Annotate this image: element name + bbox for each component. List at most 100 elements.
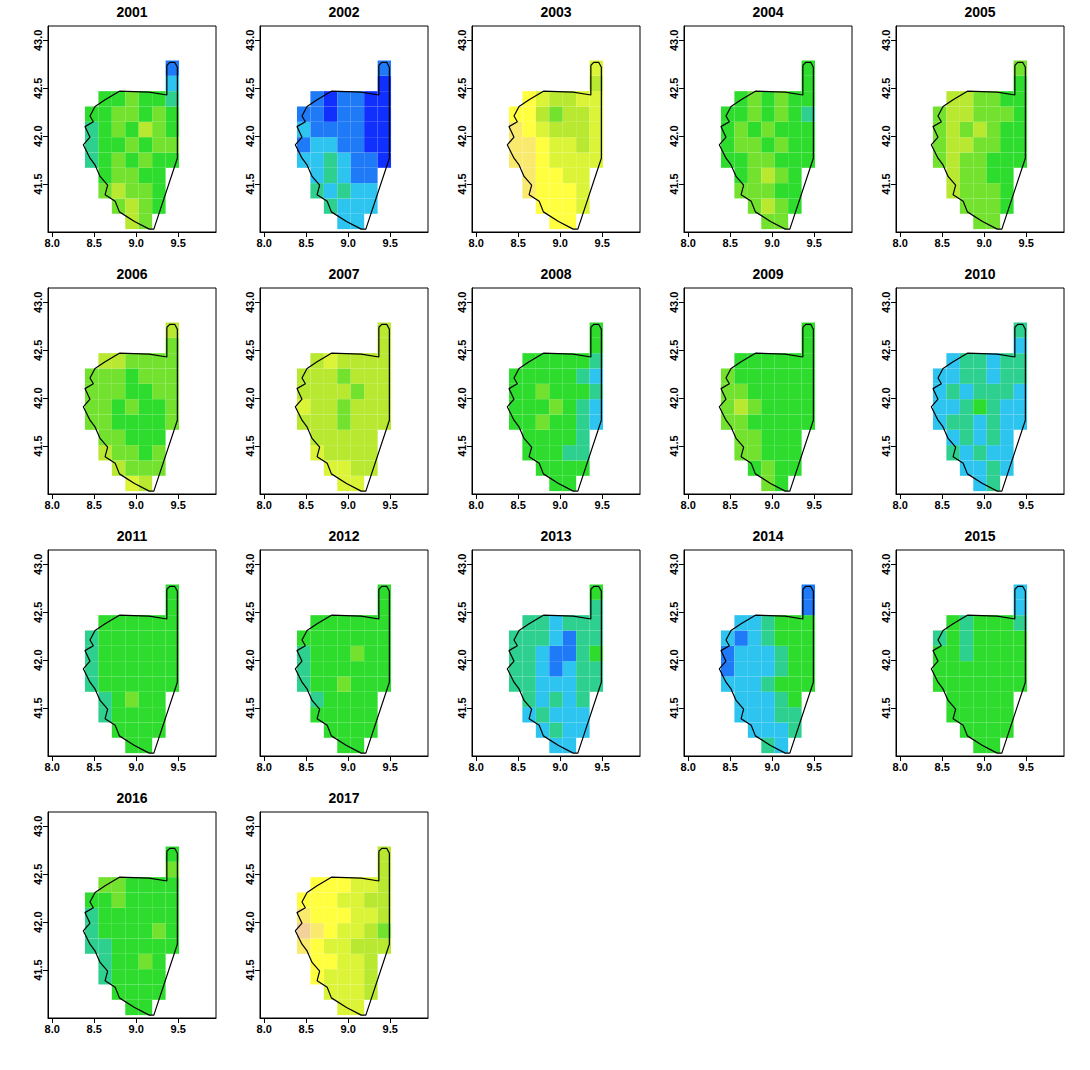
svg-text:2004: 2004 <box>752 4 783 20</box>
svg-text:9.0: 9.0 <box>129 237 144 249</box>
svg-text:8.0: 8.0 <box>257 237 272 249</box>
svg-text:2017: 2017 <box>328 790 359 806</box>
svg-text:8.0: 8.0 <box>681 499 696 511</box>
svg-text:41.5: 41.5 <box>32 435 44 456</box>
svg-text:8.0: 8.0 <box>257 499 272 511</box>
svg-text:8.0: 8.0 <box>893 499 908 511</box>
svg-text:9.0: 9.0 <box>977 499 992 511</box>
svg-text:41.5: 41.5 <box>880 697 892 718</box>
svg-text:8.5: 8.5 <box>87 237 102 249</box>
svg-text:41.5: 41.5 <box>456 435 468 456</box>
svg-text:41.5: 41.5 <box>32 959 44 980</box>
svg-text:43.0: 43.0 <box>668 30 680 51</box>
svg-text:8.5: 8.5 <box>87 1023 102 1035</box>
svg-text:43.0: 43.0 <box>32 30 44 51</box>
svg-text:9.0: 9.0 <box>129 1023 144 1035</box>
svg-text:9.5: 9.5 <box>595 237 610 249</box>
svg-text:42.5: 42.5 <box>32 864 44 885</box>
svg-text:42.5: 42.5 <box>244 340 256 361</box>
svg-text:9.0: 9.0 <box>977 237 992 249</box>
svg-text:42.0: 42.0 <box>668 387 680 408</box>
svg-text:43.0: 43.0 <box>456 30 468 51</box>
svg-text:42.5: 42.5 <box>456 340 468 361</box>
svg-text:9.5: 9.5 <box>1019 499 1034 511</box>
svg-text:2014: 2014 <box>752 528 783 544</box>
svg-text:9.5: 9.5 <box>383 499 398 511</box>
svg-text:41.5: 41.5 <box>32 697 44 718</box>
svg-text:9.0: 9.0 <box>341 237 356 249</box>
svg-text:42.5: 42.5 <box>880 602 892 623</box>
svg-text:2007: 2007 <box>328 266 359 282</box>
svg-text:42.0: 42.0 <box>32 387 44 408</box>
svg-text:2002: 2002 <box>328 4 359 20</box>
svg-text:41.5: 41.5 <box>668 435 680 456</box>
svg-text:42.5: 42.5 <box>668 78 680 99</box>
svg-text:42.5: 42.5 <box>32 78 44 99</box>
svg-text:42.0: 42.0 <box>668 125 680 146</box>
svg-text:9.5: 9.5 <box>807 761 822 773</box>
svg-text:8.5: 8.5 <box>511 237 526 249</box>
svg-text:43.0: 43.0 <box>668 554 680 575</box>
svg-text:42.5: 42.5 <box>880 78 892 99</box>
svg-text:8.5: 8.5 <box>299 499 314 511</box>
svg-text:41.5: 41.5 <box>880 435 892 456</box>
svg-text:8.0: 8.0 <box>45 1023 60 1035</box>
svg-text:9.5: 9.5 <box>595 499 610 511</box>
svg-text:8.0: 8.0 <box>45 237 60 249</box>
svg-text:9.5: 9.5 <box>807 237 822 249</box>
svg-text:42.5: 42.5 <box>668 340 680 361</box>
svg-text:8.5: 8.5 <box>935 499 950 511</box>
svg-text:8.0: 8.0 <box>257 761 272 773</box>
svg-text:8.5: 8.5 <box>299 237 314 249</box>
svg-text:42.5: 42.5 <box>32 340 44 361</box>
svg-text:41.5: 41.5 <box>668 173 680 194</box>
svg-text:8.0: 8.0 <box>681 761 696 773</box>
svg-text:42.5: 42.5 <box>244 864 256 885</box>
svg-text:43.0: 43.0 <box>244 292 256 313</box>
svg-text:9.5: 9.5 <box>1019 761 1034 773</box>
svg-text:8.0: 8.0 <box>469 499 484 511</box>
svg-text:8.5: 8.5 <box>299 761 314 773</box>
svg-text:9.5: 9.5 <box>171 499 186 511</box>
svg-text:43.0: 43.0 <box>880 292 892 313</box>
svg-text:43.0: 43.0 <box>456 292 468 313</box>
svg-text:42.5: 42.5 <box>244 78 256 99</box>
svg-text:8.5: 8.5 <box>87 499 102 511</box>
svg-text:42.5: 42.5 <box>880 340 892 361</box>
svg-text:8.0: 8.0 <box>469 237 484 249</box>
svg-text:8.5: 8.5 <box>87 761 102 773</box>
svg-text:8.0: 8.0 <box>45 499 60 511</box>
svg-text:42.0: 42.0 <box>880 387 892 408</box>
svg-text:42.0: 42.0 <box>244 911 256 932</box>
svg-text:42.5: 42.5 <box>668 602 680 623</box>
svg-text:2016: 2016 <box>116 790 147 806</box>
svg-text:9.0: 9.0 <box>553 499 568 511</box>
svg-text:41.5: 41.5 <box>32 173 44 194</box>
svg-text:2001: 2001 <box>116 4 147 20</box>
svg-text:43.0: 43.0 <box>244 816 256 837</box>
svg-text:8.5: 8.5 <box>299 1023 314 1035</box>
svg-text:41.5: 41.5 <box>244 435 256 456</box>
svg-text:2010: 2010 <box>964 266 995 282</box>
svg-text:42.0: 42.0 <box>456 649 468 670</box>
svg-text:8.5: 8.5 <box>723 237 738 249</box>
svg-text:42.0: 42.0 <box>244 649 256 670</box>
svg-text:42.0: 42.0 <box>880 125 892 146</box>
svg-text:42.5: 42.5 <box>456 78 468 99</box>
svg-text:42.0: 42.0 <box>668 649 680 670</box>
svg-text:8.0: 8.0 <box>257 1023 272 1035</box>
svg-text:42.5: 42.5 <box>32 602 44 623</box>
svg-text:42.0: 42.0 <box>32 649 44 670</box>
svg-text:2015: 2015 <box>964 528 995 544</box>
svg-text:43.0: 43.0 <box>668 292 680 313</box>
svg-text:42.0: 42.0 <box>32 125 44 146</box>
svg-text:42.0: 42.0 <box>244 387 256 408</box>
svg-text:9.0: 9.0 <box>977 761 992 773</box>
svg-text:9.5: 9.5 <box>595 761 610 773</box>
svg-text:43.0: 43.0 <box>32 816 44 837</box>
svg-text:9.5: 9.5 <box>383 761 398 773</box>
svg-text:2011: 2011 <box>117 528 148 544</box>
svg-text:9.0: 9.0 <box>341 761 356 773</box>
svg-text:9.0: 9.0 <box>341 499 356 511</box>
svg-text:43.0: 43.0 <box>244 554 256 575</box>
